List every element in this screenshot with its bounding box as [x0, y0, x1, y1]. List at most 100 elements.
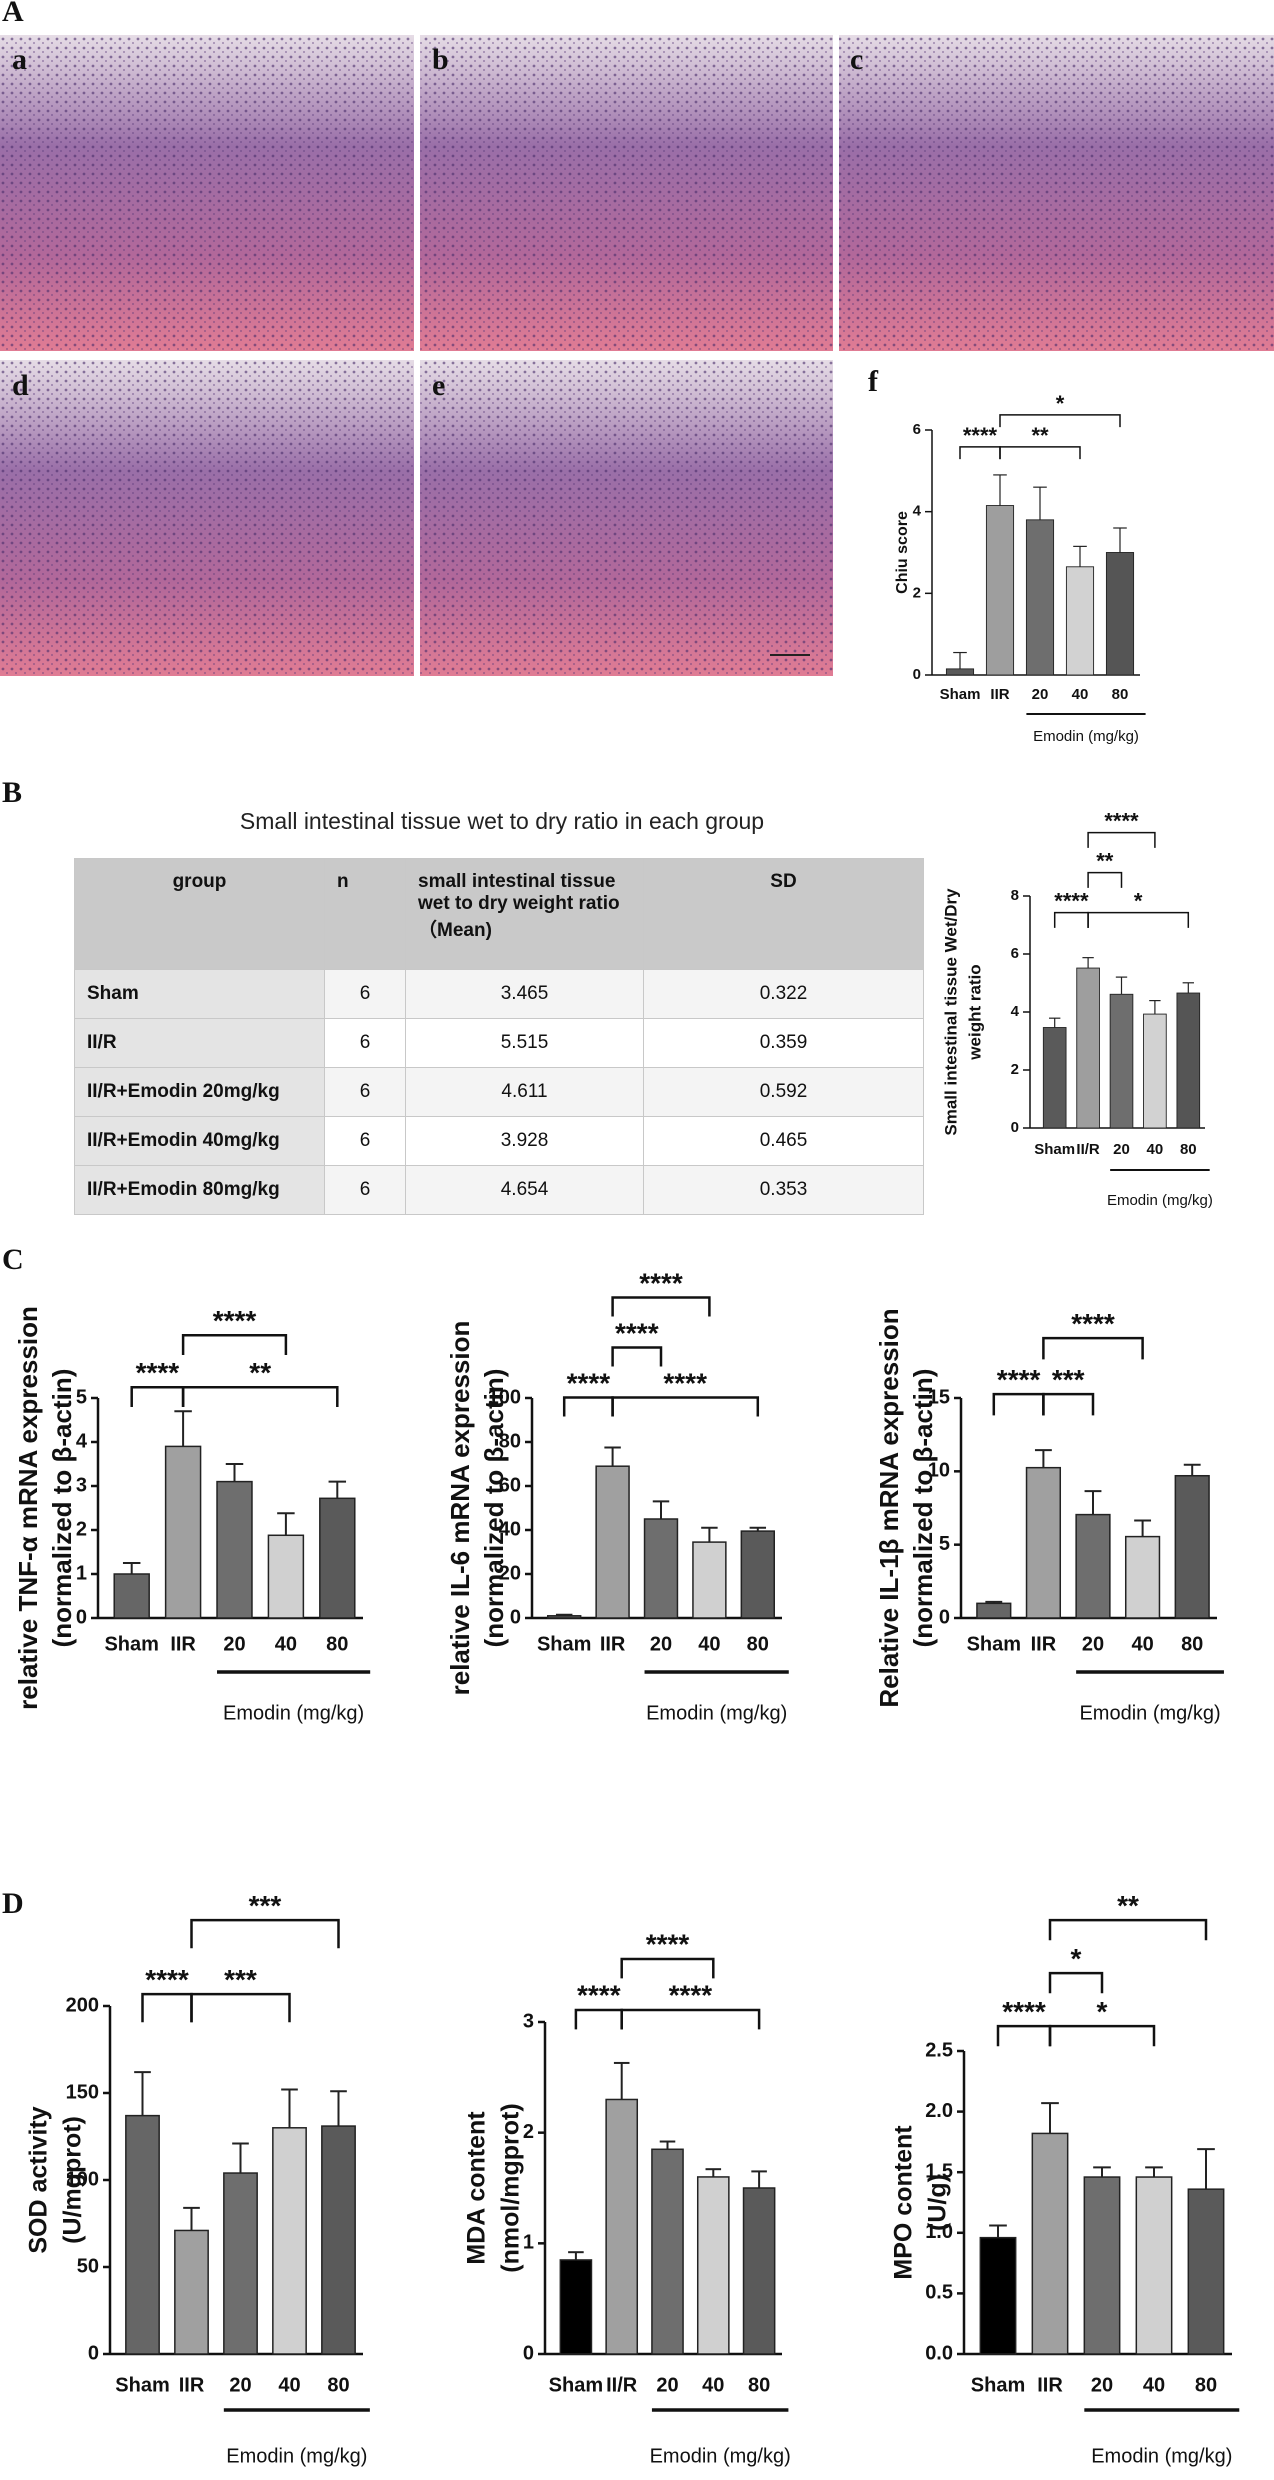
x-tick-label: IIR: [179, 2374, 205, 2396]
significance-label: **: [1096, 849, 1114, 874]
x-tick-label: Sham: [971, 2374, 1025, 2396]
bar: [267, 1534, 305, 1619]
table-cell: 5.515: [405, 1018, 644, 1068]
x-tick-label: II/R: [606, 2374, 638, 2396]
y-tick-label: 2: [913, 584, 921, 601]
bar: [1083, 2176, 1121, 2355]
significance-bracket: [181, 1333, 288, 1355]
significance-label: ***: [249, 1890, 282, 1921]
y-axis-label: MPO content: [890, 2125, 918, 2280]
y-tick-label: 100: [66, 2168, 99, 2190]
x-tick-label: IIR: [990, 686, 1009, 703]
x-tick-label: 40: [1143, 2374, 1165, 2396]
x-tick-label: 80: [747, 1633, 769, 1655]
header-cell: small intestinal tissue wet to dry weigh…: [405, 858, 644, 970]
x-tick-label: Sham: [104, 1633, 158, 1655]
x-tick-label: IIR: [1037, 2374, 1063, 2396]
significance-label: *: [1097, 1996, 1108, 2027]
table-cell: II/R: [74, 1018, 325, 1068]
significance-bracket: [181, 1385, 339, 1407]
y-tick-label: 1: [523, 2232, 534, 2254]
bar: [605, 2098, 639, 2355]
y-tick-label: 1.0: [925, 2221, 953, 2243]
x-tick-label: 40: [1147, 1141, 1164, 1158]
significance-bracket: [562, 1396, 614, 1417]
bar: [1124, 1535, 1161, 1619]
x-tick-label: 40: [702, 2374, 724, 2396]
bar: [1025, 519, 1055, 676]
table-row: II/R+Emodin 80mg/kg 6 4.654 0.353: [74, 1165, 924, 1215]
table-cell: 0.322: [643, 969, 924, 1019]
image-label: e: [432, 369, 445, 402]
x-tick-label: 40: [275, 1633, 297, 1655]
panel-label: D: [2, 1887, 24, 1920]
x-tick-label: 20: [1113, 1141, 1130, 1158]
significance-label: ****: [963, 423, 998, 448]
panel-label: B: [2, 776, 22, 809]
histology-texture: [420, 360, 833, 676]
significance-label: ****: [646, 1929, 690, 1960]
y-axis-label: (U/mgprot): [59, 2116, 87, 2244]
x-axis-label: Emodin (mg/kg): [1107, 1192, 1213, 1209]
y-axis-label: (normalized to β-actin): [47, 1369, 77, 1648]
bar: [1143, 1013, 1167, 1129]
significance-label: **: [249, 1357, 271, 1388]
y-tick-label: 6: [1011, 945, 1019, 962]
table-cell: 0.359: [643, 1018, 924, 1068]
significance-bracket: [992, 1392, 1045, 1416]
bar: [319, 1497, 356, 1619]
y-tick-label: 1.5: [925, 2160, 953, 2182]
y-axis-label: relative TNF-α mRNA expression: [13, 1306, 43, 1710]
bar: [979, 2236, 1017, 2355]
significance-bracket: [611, 1346, 663, 1367]
bar: [976, 1602, 1012, 1619]
x-tick-label: 20: [223, 1633, 245, 1655]
y-tick-label: 2: [1011, 1061, 1019, 1078]
y-tick-label: 80: [499, 1430, 521, 1452]
y-tick-label: 20: [499, 1562, 521, 1584]
significance-label: ***: [224, 1964, 257, 1995]
x-tick-label: 80: [748, 2374, 770, 2396]
y-axis-label: Relative IL-1β mRNA expression: [874, 1308, 904, 1707]
table-row: II/R 6 5.515 0.359: [74, 1018, 924, 1068]
table-cell: II/R+Emodin 40mg/kg: [74, 1116, 325, 1166]
bar: [1025, 1466, 1062, 1619]
bar: [125, 2114, 160, 2355]
bar: [1075, 1513, 1111, 1619]
bar: [740, 1530, 776, 1619]
header-cell: group: [74, 858, 325, 970]
x-tick-label: Sham: [1034, 1141, 1075, 1158]
x-tick-label: Sham: [115, 2374, 169, 2396]
y-tick-label: 3: [76, 1474, 87, 1496]
bar: [1076, 967, 1100, 1129]
x-tick-label: 80: [326, 1633, 348, 1655]
significance-label: ****: [145, 1964, 189, 1995]
y-tick-label: 60: [499, 1474, 521, 1496]
image-label: d: [12, 369, 29, 402]
y-axis-label: weight ratio: [965, 964, 984, 1060]
x-tick-label: 80: [1181, 1633, 1203, 1655]
y-tick-label: 8: [1011, 887, 1019, 904]
significance-label: ****: [577, 1980, 621, 2011]
x-axis-label: Emodin (mg/kg): [1079, 1702, 1220, 1724]
y-tick-label: 2: [523, 2121, 534, 2143]
table-cell: 6: [324, 1116, 406, 1166]
bar: [985, 505, 1015, 676]
y-axis-label: Small intestinal tissue Wet/Dry: [941, 888, 960, 1136]
table-cell: II/R+Emodin 20mg/kg: [74, 1067, 325, 1117]
x-tick-label: 20: [1032, 686, 1049, 703]
significance-bracket: [1053, 911, 1089, 928]
bar: [1135, 2176, 1173, 2355]
table-cell: 6: [324, 1165, 406, 1215]
significance-bracket: [611, 1396, 760, 1417]
significance-label: ***: [1052, 1364, 1085, 1395]
table-cell: 0.592: [643, 1067, 924, 1117]
y-tick-label: 5: [939, 1533, 950, 1555]
x-axis-label: Emodin (mg/kg): [646, 1702, 787, 1724]
significance-label: *: [1056, 391, 1065, 416]
significance-label: ****: [1054, 889, 1089, 914]
y-axis-label: (normalized to β-actin): [479, 1369, 509, 1648]
significance-bracket: [190, 1918, 340, 1949]
y-tick-label: 2.5: [925, 2039, 953, 2061]
significance-bracket: [1042, 1336, 1144, 1360]
